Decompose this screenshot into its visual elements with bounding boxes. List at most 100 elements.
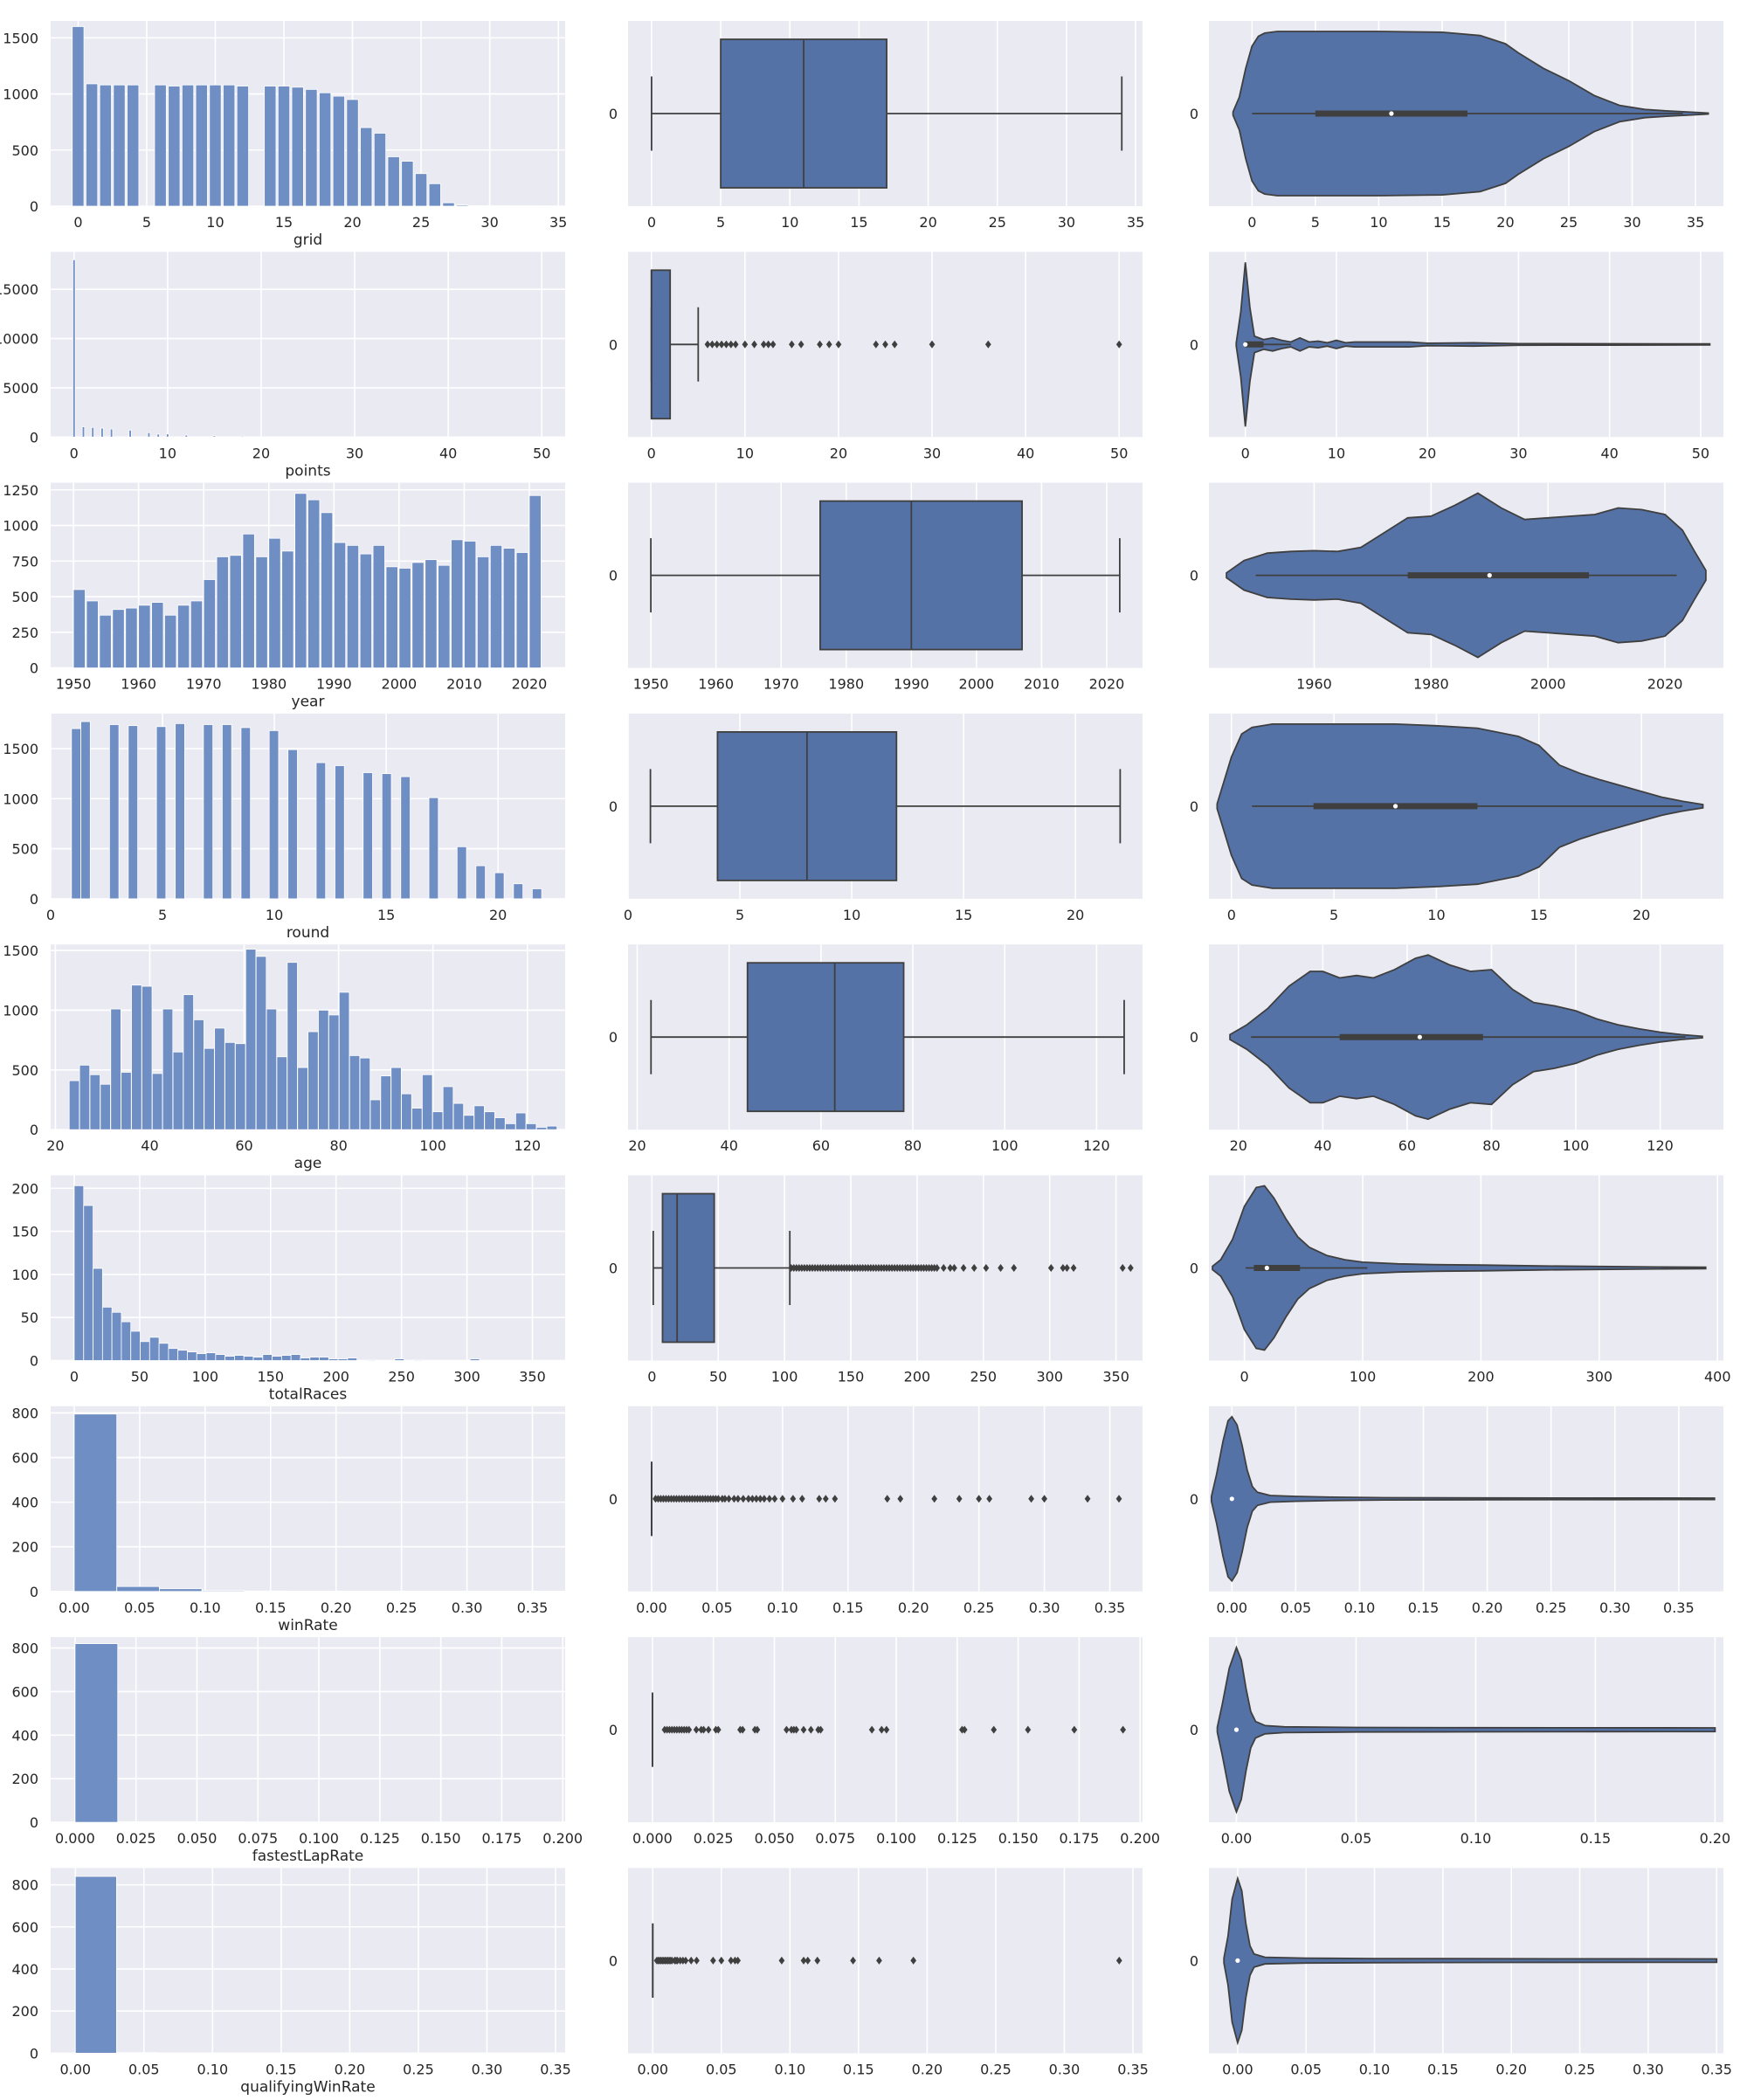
x-tick-label: 0.15 [1580,1830,1612,1847]
y-category-label: 0 [609,1491,618,1508]
histogram-bar [321,513,332,668]
histogram-bar [306,89,317,206]
x-axis-label: round [287,924,329,942]
histogram-bar [241,436,244,437]
x-tick-label: 0 [1241,445,1250,461]
y-tick-label: 50 [21,1309,38,1326]
x-tick-label: 0.25 [1564,2061,1596,2077]
x-tick-label: 5 [1311,214,1320,231]
x-tick-label: 60 [235,1137,252,1154]
x-tick-label: 50 [533,445,550,461]
histogram-bar [169,1349,178,1361]
x-tick-label: 0.075 [238,1830,278,1847]
y-tick-label: 0 [30,2045,38,2062]
x-tick-label: 25 [989,214,1006,231]
histogram-bar [547,1126,557,1129]
x-tick-label: 150 [838,1369,865,1385]
histogram-bar [243,534,254,667]
x-tick-label: 100 [1350,1369,1377,1385]
x-tick-label: 0 [1247,214,1256,231]
histogram-bar [386,567,397,668]
histogram-bar [453,1103,464,1129]
histogram-bar [132,985,142,1129]
histogram-bar [457,205,468,206]
histogram-bar [494,873,504,899]
panel-background [51,714,565,899]
histogram-bar [215,1028,225,1129]
histogram-bar [159,1589,202,1592]
histogram-bar [438,565,450,667]
histogram-bar [157,434,160,437]
histogram-bar [374,133,385,206]
histogram-bar [204,1048,215,1129]
x-tick-label: 0.30 [1599,1599,1631,1616]
histogram-bar [202,1591,245,1592]
x-tick-label: 10 [843,907,860,923]
histogram-bar [391,1067,402,1129]
histogram-bar [79,1065,90,1129]
histogram-bar [503,549,514,668]
histogram-bar [241,728,251,899]
x-tick-label: 0.05 [124,1599,155,1616]
x-tick-label: 0.05 [1341,1830,1372,1847]
histogram-bar [298,1067,308,1129]
y-category-label: 0 [1190,106,1198,122]
y-tick-label: 750 [11,553,38,570]
x-tick-label: 0.30 [1633,2061,1664,2077]
histogram-bar [213,436,216,438]
x-axis-label: age [294,1155,322,1172]
y-category-label: 0 [1190,1261,1198,1277]
y-category-label: 0 [609,568,618,584]
x-tick-label: 0 [73,214,82,231]
histogram-bar [196,85,207,206]
histogram-bar [432,1112,443,1130]
histogram-bar [116,2053,157,2054]
x-tick-label: 50 [1110,445,1128,461]
histogram-bar [159,1344,169,1361]
histogram-bar [316,763,326,899]
x-tick-label: 0.15 [1427,2061,1459,2077]
x-tick-label: 0.25 [403,2061,434,2077]
y-tick-label: 10000 [0,331,38,348]
histogram-bar [395,1359,404,1361]
violin-median-dot [1230,1496,1234,1501]
histogram-bar [167,434,169,438]
x-tick-label: 5 [735,907,744,923]
histogram-bar [177,605,189,668]
histogram-bar [282,551,293,668]
x-tick-label: 0.100 [299,1830,339,1847]
histogram-bar [111,1009,121,1129]
x-tick-label: 0.125 [360,1830,400,1847]
histogram-bar [162,1009,173,1129]
histogram-bar [373,545,384,667]
histogram-bar [204,579,215,667]
y-tick-label: 0 [30,1122,38,1138]
histogram-bar [73,590,85,668]
histogram-bar [100,1084,111,1129]
histogram-bar [173,1052,183,1129]
x-tick-label: 10 [1370,214,1387,231]
x-tick-label: 20 [343,214,361,231]
x-tick-label: 0.050 [755,1830,795,1847]
x-tick-label: 20 [46,1137,64,1154]
histogram-bar [291,1355,300,1361]
histogram-bar [506,1123,516,1129]
x-tick-label: 10 [1328,445,1345,461]
y-tick-label: 1000 [3,518,38,535]
x-tick-label: 0 [70,1369,79,1385]
x-tick-label: 0 [647,1369,656,1385]
x-tick-label: 0.35 [517,1599,549,1616]
y-category-label: 0 [1190,1952,1198,1969]
y-category-label: 0 [1190,336,1198,353]
violin-median-dot [1393,804,1398,808]
x-tick-label: 5 [716,214,725,231]
x-tick-label: 0.200 [1120,1830,1160,1847]
x-tick-label: 0.00 [1216,1599,1247,1616]
histogram-bar [382,774,391,899]
y-tick-label: 800 [11,1641,38,1657]
box-iqr [748,963,904,1111]
y-tick-label: 250 [11,625,38,641]
histogram-bar [178,1350,188,1361]
